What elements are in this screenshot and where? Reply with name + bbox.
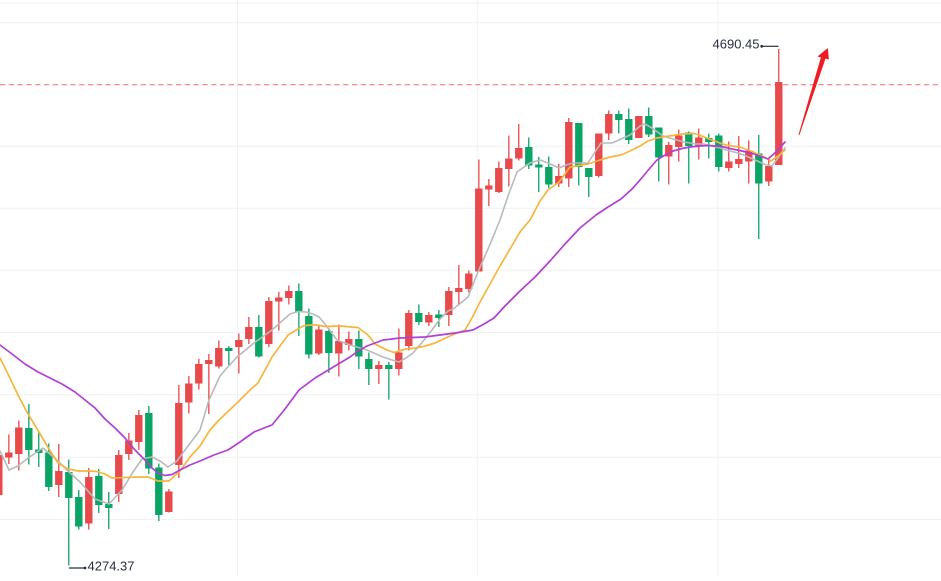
svg-text:4274.37: 4274.37 — [88, 559, 135, 574]
svg-text:4690.45: 4690.45 — [713, 37, 760, 52]
